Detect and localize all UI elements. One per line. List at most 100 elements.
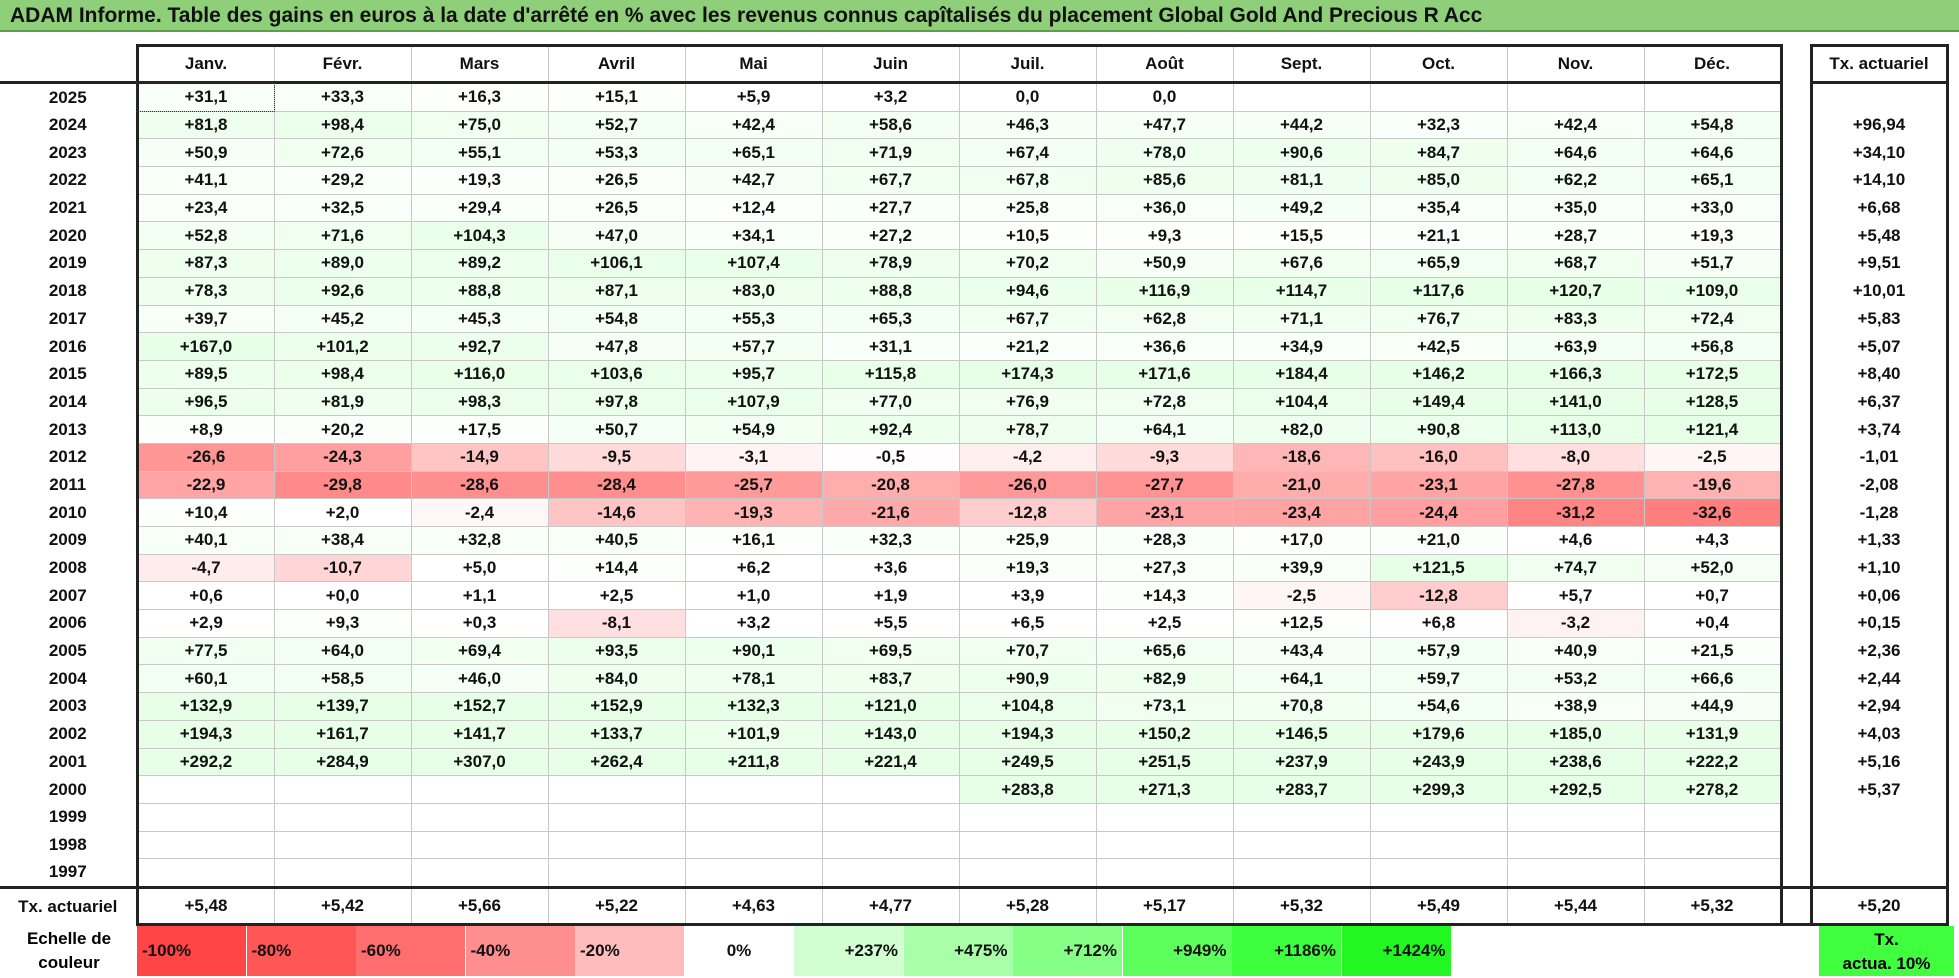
gain-cell[interactable]: +32,5 xyxy=(273,193,412,223)
annual-rate-cell[interactable]: +5,83 xyxy=(1809,304,1949,334)
gain-cell[interactable]: +0,4 xyxy=(1643,609,1783,638)
gain-cell[interactable]: +70,2 xyxy=(958,249,1097,278)
gain-cell[interactable]: +31,1 xyxy=(821,332,960,361)
gain-cell[interactable]: +71,1 xyxy=(1232,304,1371,334)
gain-cell[interactable]: +17,5 xyxy=(410,415,549,444)
gain-cell[interactable]: +63,9 xyxy=(1506,332,1645,361)
gain-cell[interactable] xyxy=(547,830,686,860)
gain-cell[interactable]: +39,9 xyxy=(1232,553,1371,583)
gain-cell[interactable]: +284,9 xyxy=(273,747,412,777)
gain-cell[interactable]: +55,3 xyxy=(684,304,823,334)
gain-cell[interactable]: +292,2 xyxy=(135,747,275,777)
gain-cell[interactable]: -19,3 xyxy=(684,498,823,527)
gain-cell[interactable]: +152,7 xyxy=(410,692,549,721)
gain-cell[interactable] xyxy=(1369,830,1508,860)
gain-cell[interactable]: +75,0 xyxy=(410,110,549,140)
monthly-rate-cell[interactable]: +5,32 xyxy=(1643,885,1783,926)
gain-cell[interactable]: +34,1 xyxy=(684,221,823,251)
gain-cell[interactable]: +40,1 xyxy=(135,526,275,555)
gain-cell[interactable] xyxy=(410,802,549,832)
gain-cell[interactable]: +89,5 xyxy=(135,359,275,389)
gain-cell[interactable]: +36,6 xyxy=(1095,332,1234,361)
gain-cell[interactable]: +64,6 xyxy=(1506,138,1645,168)
gain-cell[interactable]: +72,4 xyxy=(1643,304,1783,334)
annual-rate-cell[interactable]: +10,01 xyxy=(1809,276,1949,306)
gain-cell[interactable]: -9,3 xyxy=(1095,442,1234,472)
gain-cell[interactable]: +6,8 xyxy=(1369,609,1508,638)
gain-cell[interactable]: +47,8 xyxy=(547,332,686,361)
gain-cell[interactable]: -21,0 xyxy=(1232,470,1371,500)
gain-cell[interactable]: +57,9 xyxy=(1369,636,1508,666)
gain-cell[interactable]: -21,6 xyxy=(821,498,960,527)
gain-cell[interactable]: +34,9 xyxy=(1232,332,1371,361)
gain-cell[interactable]: +45,2 xyxy=(273,304,412,334)
gain-cell[interactable]: +50,9 xyxy=(135,138,275,168)
monthly-rate-cell[interactable]: +5,28 xyxy=(958,885,1097,926)
gain-cell[interactable]: +21,0 xyxy=(1369,526,1508,555)
gain-cell[interactable]: +72,8 xyxy=(1095,387,1234,417)
gain-cell[interactable]: +0,0 xyxy=(273,581,412,611)
gain-cell[interactable]: -22,9 xyxy=(135,470,275,500)
gain-cell[interactable]: +27,3 xyxy=(1095,553,1234,583)
gain-cell[interactable]: +10,5 xyxy=(958,221,1097,251)
annual-rate-cell[interactable]: +8,40 xyxy=(1809,359,1949,389)
gain-cell[interactable]: +90,8 xyxy=(1369,415,1508,444)
gain-cell[interactable]: +83,0 xyxy=(684,276,823,306)
gain-cell[interactable]: +77,0 xyxy=(821,387,960,417)
gain-cell[interactable]: +36,0 xyxy=(1095,193,1234,223)
gain-cell[interactable]: +104,8 xyxy=(958,692,1097,721)
gain-cell[interactable]: +8,9 xyxy=(135,415,275,444)
gain-cell[interactable]: -26,0 xyxy=(958,470,1097,500)
gain-cell[interactable]: -24,4 xyxy=(1369,498,1508,527)
gain-cell[interactable] xyxy=(410,775,549,804)
gain-cell[interactable]: +15,5 xyxy=(1232,221,1371,251)
gain-cell[interactable]: +121,5 xyxy=(1369,553,1508,583)
gain-cell[interactable]: +16,3 xyxy=(410,82,549,112)
annual-rate-cell[interactable]: -2,08 xyxy=(1809,470,1949,500)
gain-cell[interactable]: +33,0 xyxy=(1643,193,1783,223)
gain-cell[interactable]: +59,7 xyxy=(1369,664,1508,694)
gain-cell[interactable]: +271,3 xyxy=(1095,775,1234,804)
gain-cell[interactable]: +58,5 xyxy=(273,664,412,694)
gain-cell[interactable]: +74,7 xyxy=(1506,553,1645,583)
gain-cell[interactable]: -14,6 xyxy=(547,498,686,527)
gain-cell[interactable]: +292,5 xyxy=(1506,775,1645,804)
gain-cell[interactable]: +5,5 xyxy=(821,609,960,638)
gain-cell[interactable]: +14,3 xyxy=(1095,581,1234,611)
monthly-rate-cell[interactable]: +4,77 xyxy=(821,885,960,926)
gain-cell[interactable]: -23,1 xyxy=(1369,470,1508,500)
gain-cell[interactable] xyxy=(547,858,686,888)
gain-cell[interactable]: +90,1 xyxy=(684,636,823,666)
gain-cell[interactable]: +161,7 xyxy=(273,719,412,749)
gain-cell[interactable]: +21,5 xyxy=(1643,636,1783,666)
gain-cell[interactable] xyxy=(410,858,549,888)
gain-cell[interactable]: +67,7 xyxy=(821,166,960,195)
gain-cell[interactable]: +194,3 xyxy=(135,719,275,749)
gain-cell[interactable]: +56,8 xyxy=(1643,332,1783,361)
gain-cell[interactable]: +143,0 xyxy=(821,719,960,749)
annual-rate-cell[interactable]: +1,10 xyxy=(1809,553,1949,583)
monthly-rate-cell[interactable]: +4,63 xyxy=(684,885,823,926)
gain-cell[interactable]: +132,3 xyxy=(684,692,823,721)
gain-cell[interactable]: +38,4 xyxy=(273,526,412,555)
gain-cell[interactable] xyxy=(958,858,1097,888)
gain-cell[interactable]: +55,1 xyxy=(410,138,549,168)
gain-cell[interactable]: +73,1 xyxy=(1095,692,1234,721)
gain-cell[interactable]: +47,7 xyxy=(1095,110,1234,140)
gain-cell[interactable]: +29,4 xyxy=(410,193,549,223)
gain-cell[interactable]: +19,3 xyxy=(1643,221,1783,251)
gain-cell[interactable]: -0,5 xyxy=(821,442,960,472)
gain-cell[interactable]: +128,5 xyxy=(1643,387,1783,417)
gain-cell[interactable]: +184,4 xyxy=(1232,359,1371,389)
gain-cell[interactable]: +92,6 xyxy=(273,276,412,306)
monthly-rate-cell[interactable]: +5,66 xyxy=(410,885,549,926)
annual-rate-cell[interactable]: +6,68 xyxy=(1809,193,1949,223)
gain-cell[interactable] xyxy=(273,858,412,888)
gain-cell[interactable]: -20,8 xyxy=(821,470,960,500)
gain-cell[interactable] xyxy=(821,775,960,804)
gain-cell[interactable]: +54,6 xyxy=(1369,692,1508,721)
gain-cell[interactable]: +211,8 xyxy=(684,747,823,777)
gain-cell[interactable]: +49,2 xyxy=(1232,193,1371,223)
annual-rate-cell[interactable]: +5,07 xyxy=(1809,332,1949,361)
gain-cell[interactable]: +65,9 xyxy=(1369,249,1508,278)
